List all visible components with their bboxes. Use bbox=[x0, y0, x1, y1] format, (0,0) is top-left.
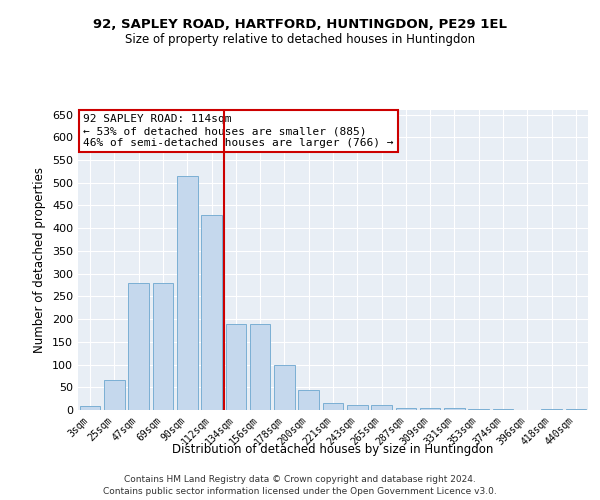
Y-axis label: Number of detached properties: Number of detached properties bbox=[34, 167, 46, 353]
Text: Contains public sector information licensed under the Open Government Licence v3: Contains public sector information licen… bbox=[103, 488, 497, 496]
Text: 92, SAPLEY ROAD, HARTFORD, HUNTINGDON, PE29 1EL: 92, SAPLEY ROAD, HARTFORD, HUNTINGDON, P… bbox=[93, 18, 507, 30]
Bar bbox=[493, 409, 514, 410]
Bar bbox=[128, 282, 149, 410]
Text: Size of property relative to detached houses in Huntingdon: Size of property relative to detached ho… bbox=[125, 32, 475, 46]
Bar bbox=[323, 403, 343, 410]
Bar bbox=[152, 282, 173, 410]
Bar bbox=[566, 409, 586, 410]
Bar bbox=[177, 176, 197, 410]
Text: Distribution of detached houses by size in Huntingdon: Distribution of detached houses by size … bbox=[172, 442, 494, 456]
Bar bbox=[104, 380, 125, 410]
Bar bbox=[395, 408, 416, 410]
Bar bbox=[80, 406, 100, 410]
Bar bbox=[444, 408, 465, 410]
Bar bbox=[298, 390, 319, 410]
Text: 92 SAPLEY ROAD: 114sqm
← 53% of detached houses are smaller (885)
46% of semi-de: 92 SAPLEY ROAD: 114sqm ← 53% of detached… bbox=[83, 114, 394, 148]
Bar bbox=[420, 408, 440, 410]
Bar bbox=[274, 364, 295, 410]
Bar bbox=[469, 408, 489, 410]
Text: Contains HM Land Registry data © Crown copyright and database right 2024.: Contains HM Land Registry data © Crown c… bbox=[124, 475, 476, 484]
Bar bbox=[250, 324, 271, 410]
Bar bbox=[371, 406, 392, 410]
Bar bbox=[347, 406, 368, 410]
Bar bbox=[226, 324, 246, 410]
Bar bbox=[541, 408, 562, 410]
Bar bbox=[201, 214, 222, 410]
